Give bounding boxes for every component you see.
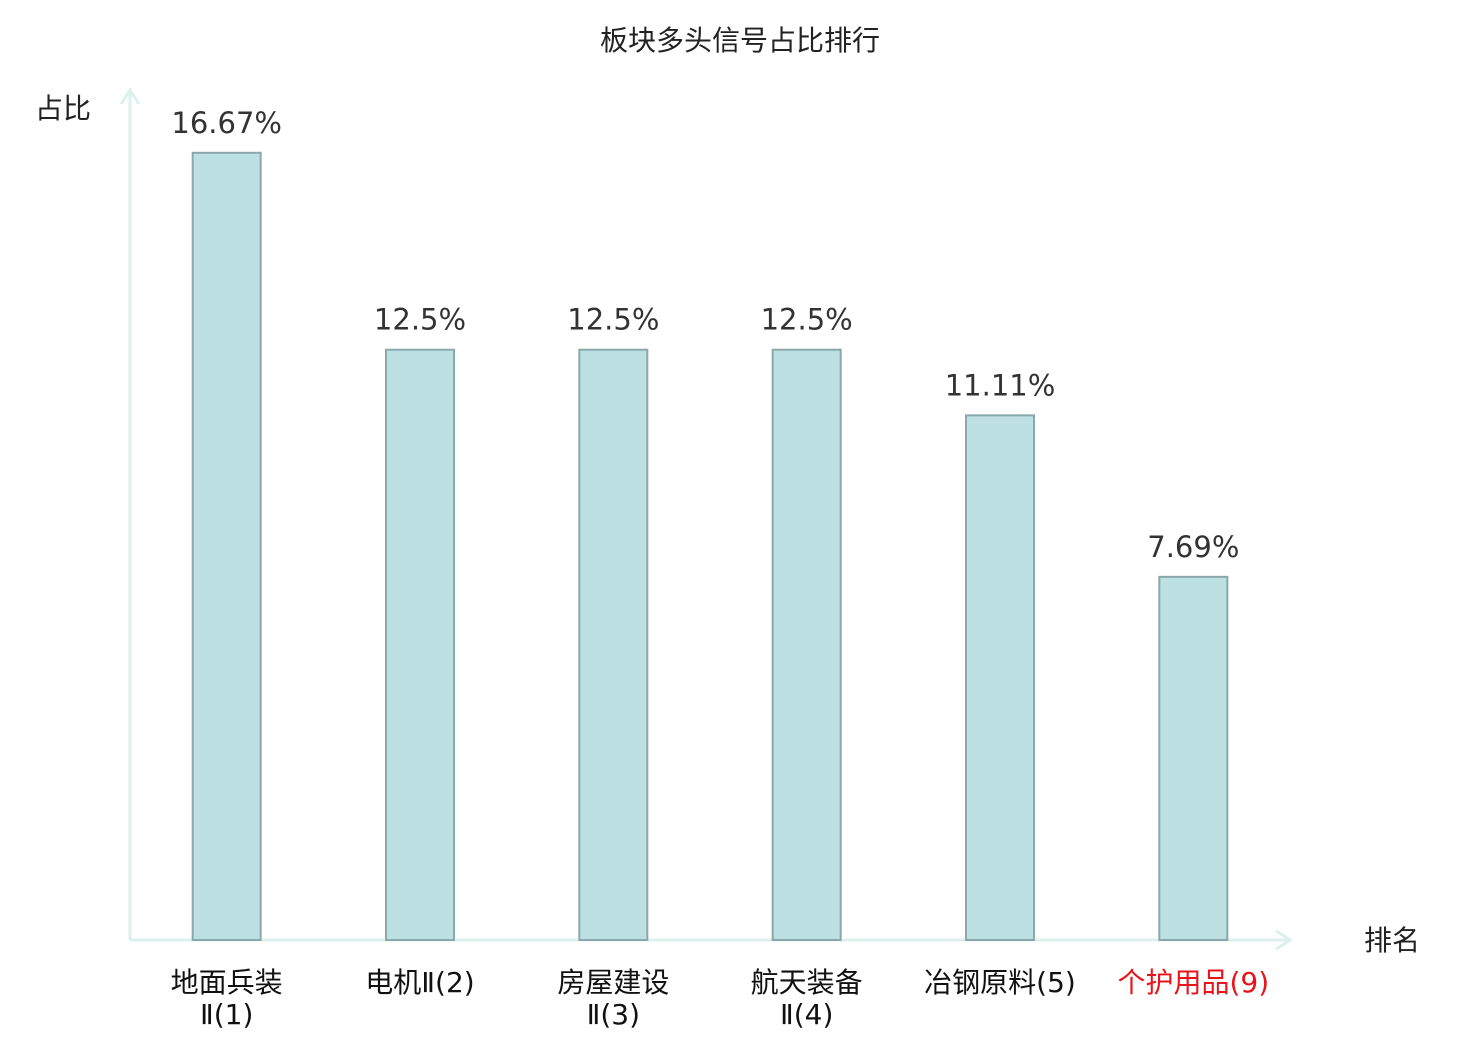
x-tick-label: Ⅱ(4) <box>780 998 833 1031</box>
value-label: 11.11% <box>945 368 1056 402</box>
y-axis-arrow <box>119 87 141 105</box>
x-tick-label: 冶钢原料(5) <box>924 966 1076 999</box>
y-axis-label: 占比 <box>35 92 91 125</box>
bar <box>578 348 649 941</box>
bar <box>1158 575 1229 941</box>
bar <box>771 348 842 941</box>
bar <box>385 348 455 941</box>
x-axis-arrow <box>1275 929 1293 951</box>
value-label: 7.69% <box>1147 530 1239 564</box>
chart-title: 板块多头信号占比排行 <box>600 24 880 57</box>
value-label: 16.67% <box>171 106 282 140</box>
x-tick-label: 地面兵装 <box>171 966 283 999</box>
value-label: 12.5% <box>761 303 853 337</box>
x-tick-label: Ⅱ(3) <box>587 998 640 1031</box>
bar <box>191 151 262 942</box>
value-label: 12.5% <box>567 303 659 337</box>
x-tick-label: 房屋建设 <box>557 966 669 999</box>
x-tick-label: 电机Ⅱ(2) <box>365 966 474 999</box>
x-tick-label: 个护用品(9) <box>1117 966 1269 999</box>
x-tick-label: Ⅱ(1) <box>200 998 253 1031</box>
x-axis-label: 排名 <box>1364 924 1420 957</box>
value-label: 12.5% <box>374 303 466 337</box>
x-tick-label: 航天装备 <box>751 966 863 999</box>
bar <box>965 414 1035 942</box>
